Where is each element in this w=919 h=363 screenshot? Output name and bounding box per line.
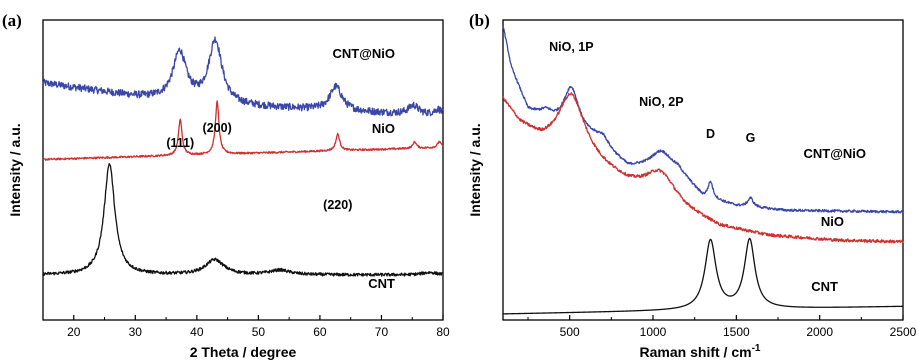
panel-a-x-tick-label: 80	[436, 325, 450, 339]
panel-b-y-axis-label: Intensity / a.u.	[467, 123, 483, 216]
panel-a-y-axis-label: Intensity / a.u.	[7, 123, 23, 216]
panel-b-x-tick-label: 2000	[806, 325, 833, 339]
panel-a-peak-annotation: (220)	[323, 198, 352, 212]
panel-a-x-tick-label: 30	[129, 325, 143, 339]
panel-a-series-cnt-line	[42, 162, 444, 277]
panel-a-series-cnt-nio-line	[42, 36, 444, 117]
panel-a-peak-annotation: (111)	[166, 136, 194, 150]
panel-b-x-tick-label: 500	[560, 325, 580, 339]
panel-b-labels: CNT@NiO NiO CNT NiO, 1P NiO, 2P D G	[549, 40, 866, 294]
panel-a-peak-annotation: (200)	[203, 121, 232, 135]
panel-b-series-label: CNT@NiO	[803, 146, 866, 161]
panel-b-series	[502, 26, 904, 315]
panel-b-peak-annotation: NiO, 1P	[549, 40, 593, 54]
panel-a-x-tick-label: 50	[252, 325, 266, 339]
panel-b-x-tick-label: 1000	[640, 325, 667, 339]
panel-b-letter: (b)	[469, 11, 490, 30]
panel-a-x-axis-label: 2 Theta / degree	[190, 344, 297, 360]
panel-a-series-label: NiO	[372, 121, 395, 136]
panel-a-x-tick-label: 20	[67, 325, 81, 339]
panel-b-peak-annotation: NiO, 2P	[639, 95, 683, 109]
panel-b-series-label: CNT	[811, 279, 838, 294]
panel-b-series-label: NiO	[821, 214, 844, 229]
panel-a-frame	[42, 19, 444, 321]
panel-b-x-axis-label: Raman shift / cm-1	[640, 343, 761, 360]
panel-b-frame	[502, 19, 904, 321]
panel-b-series-nio-line	[502, 92, 904, 244]
panel-b-series-cnt-nio-line	[502, 26, 904, 214]
panel-a-x-ticks: 20 30 40 50 60 70 80	[42, 315, 450, 339]
panel-a-series-nio-line	[42, 100, 444, 161]
panel-a-series-label: CNT@NiO	[332, 46, 395, 61]
panel-a: (a) 20 30 40 50 60 70 80 CNT@NiO NiO CNT (111) (20…	[2, 11, 450, 360]
panel-a-x-tick-label: 70	[375, 325, 389, 339]
panel-a-x-tick-label: 40	[190, 325, 204, 339]
panel-b-x-axis-label-text: Raman shift / cm	[640, 344, 752, 360]
panel-b-x-tick-label: 1500	[723, 325, 750, 339]
panel-b-x-axis-label-superscript: -1	[752, 343, 761, 354]
panel-a-labels: CNT@NiO NiO CNT (111) (200) (220)	[166, 46, 395, 291]
panel-b-peak-annotation: D	[706, 127, 715, 141]
panel-a-x-tick-label: 60	[313, 325, 327, 339]
panel-b: (b) 500 1000 1500 2000 2500 CNT@NiO NiO CNT NiO…	[467, 11, 917, 360]
panel-a-series	[42, 36, 444, 277]
panel-b-x-tick-label: 2500	[890, 325, 917, 339]
panel-b-peak-annotation: G	[746, 131, 756, 145]
panel-a-letter: (a)	[2, 11, 22, 30]
panel-b-series-cnt-line	[502, 237, 904, 315]
panel-a-series-label: CNT	[368, 276, 395, 291]
panel-b-x-ticks: 500 1000 1500 2000 2500	[527, 315, 917, 339]
